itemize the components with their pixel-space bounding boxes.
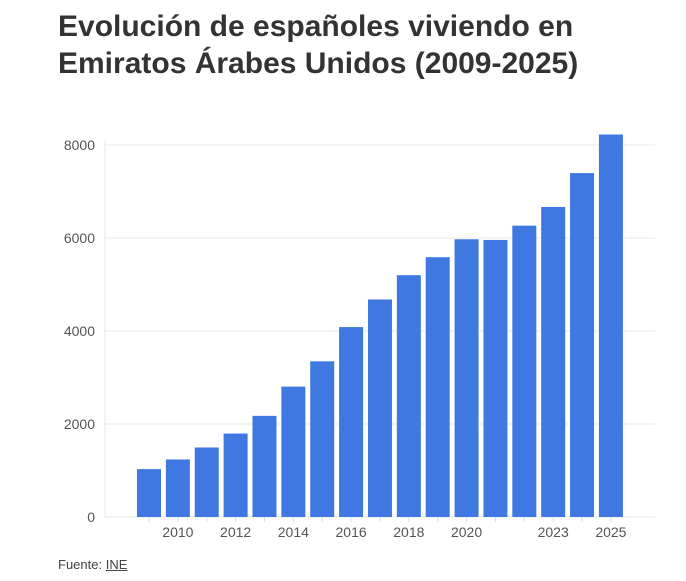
- source-link[interactable]: INE: [105, 557, 128, 572]
- bar-2021: [483, 239, 508, 517]
- y-tick-label: 8000: [64, 137, 95, 153]
- bar-2015: [310, 361, 335, 517]
- y-tick-label: 4000: [64, 323, 95, 339]
- y-tick-label: 2000: [64, 416, 95, 432]
- bar-2020: [454, 239, 479, 517]
- chart-title: Evolución de españoles viviendo en Emira…: [58, 10, 579, 80]
- x-tick-label: 2020: [451, 524, 482, 540]
- source-label: Fuente:: [58, 557, 103, 572]
- bar-2014: [281, 386, 306, 517]
- bar-2012: [223, 433, 248, 517]
- bar-2024: [570, 173, 595, 517]
- y-tick-label: 0: [87, 509, 95, 525]
- bar-2011: [194, 447, 219, 517]
- bar-2018: [396, 275, 421, 517]
- bar-2017: [367, 299, 392, 517]
- y-tick-label: 6000: [64, 230, 95, 246]
- bar-2009: [137, 469, 161, 517]
- x-tick-label: 2010: [162, 524, 193, 540]
- x-tick-label: 2018: [393, 524, 424, 540]
- x-tick-label: 2023: [538, 524, 569, 540]
- bar-2019: [425, 257, 450, 517]
- bar-2023: [541, 206, 566, 517]
- x-tick-label: 2016: [336, 524, 367, 540]
- x-tick-label: 2014: [278, 524, 309, 540]
- bar-2022: [512, 225, 537, 518]
- bar-2013: [252, 415, 277, 517]
- bar-2025: [598, 134, 623, 517]
- bar-2010: [165, 459, 190, 517]
- x-tick-label: 2012: [220, 524, 251, 540]
- bar-2016: [339, 327, 364, 517]
- x-tick-label: 2025: [595, 524, 626, 540]
- source-note: Fuente: INE: [58, 557, 127, 572]
